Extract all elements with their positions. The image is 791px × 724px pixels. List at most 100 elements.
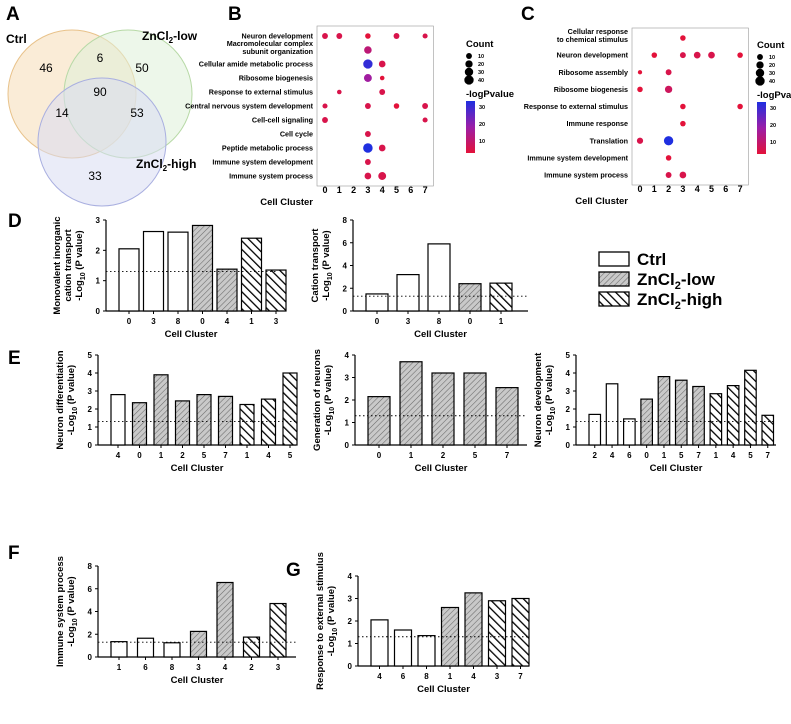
y-tick-label: 4 (348, 572, 353, 581)
bar (110, 641, 128, 658)
y-tick-label: 0 (343, 307, 348, 316)
dotplot-cluster-tick: 0 (322, 185, 327, 195)
dotplot-term-label: Neuron development (242, 32, 314, 41)
bar (605, 383, 619, 446)
x-tick-label: 5 (202, 451, 207, 460)
y-tick-label: 5 (88, 351, 93, 360)
x-tick-label: 2 (441, 451, 446, 460)
venn-count-ctrl-only: 46 (39, 61, 53, 75)
y-tick-label: 0 (345, 441, 350, 450)
x-tick-label: 7 (766, 451, 771, 460)
dotplot-point (322, 33, 328, 39)
dotplot-cluster-tick: 3 (365, 185, 370, 195)
x-tick-label: 1 (159, 451, 164, 460)
dotplot-legend-size-dot (755, 76, 765, 86)
x-tick-label: 1 (249, 317, 254, 326)
bar (393, 629, 413, 667)
dotplot-cluster-tick: 2 (666, 184, 671, 194)
x-tick-label: 1 (245, 451, 250, 460)
dotplot-x-label: Cell Cluster (260, 197, 313, 208)
x-axis-label: Cell Cluster (414, 329, 467, 340)
y-tick-label: 6 (343, 239, 348, 248)
dotplot-legend-size-dot (757, 54, 763, 60)
dotplot-point (364, 172, 372, 180)
dotplot-point (664, 85, 673, 94)
dotplot-term-label: Cellular response (568, 27, 628, 36)
dotplot-term-label: Immune system development (527, 153, 628, 162)
y-axis-label-log: -Log10 (P value) (74, 230, 87, 300)
dotplot-term-label: Peptide metabolic process (222, 144, 313, 153)
bar (191, 224, 214, 312)
x-tick-label: 4 (471, 672, 476, 681)
dotplot-cluster-tick: 3 (680, 184, 685, 194)
dotplot-point (680, 35, 686, 41)
panel-label-b: B (228, 4, 242, 25)
dotplot-legend-size-dot (464, 75, 474, 85)
legend-label-low: ZnCl2-low (637, 270, 716, 292)
bar (417, 635, 436, 667)
bar (463, 372, 487, 446)
x-tick-label: 4 (225, 317, 230, 326)
bar (511, 597, 530, 667)
bar (136, 637, 155, 658)
dotplot-term-label: Response to external stimulus (209, 88, 313, 97)
bar (153, 374, 169, 446)
y-tick-label: 3 (96, 216, 101, 225)
x-tick-label: 6 (143, 663, 148, 672)
dotplot-point (663, 136, 674, 146)
venn-count-low-only: 50 (135, 61, 149, 75)
bar (240, 237, 263, 312)
x-tick-label: 5 (679, 451, 684, 460)
x-tick-label: 0 (375, 317, 380, 326)
bar (674, 379, 688, 446)
dotplot-legend-count-title: Count (466, 39, 494, 50)
x-tick-label: 0 (137, 451, 142, 460)
x-tick-label: 2 (180, 451, 185, 460)
dotplot-point (737, 103, 743, 110)
panel-label-f: F (8, 543, 20, 564)
dotplot-point (679, 171, 687, 179)
y-tick-label: 4 (345, 351, 350, 360)
y-tick-label: 0 (88, 653, 93, 662)
bar-chart-e2: 0 1 2 3 4 0 1 2 5 7 Cell Cluster Generation of neur… (312, 349, 527, 474)
x-tick-label: 6 (401, 672, 406, 681)
bar (163, 642, 181, 658)
bar (118, 248, 140, 312)
x-axis-label: Cell Cluster (650, 463, 703, 474)
dotplot-legend-size-dot (756, 61, 764, 69)
x-tick-label: 8 (170, 663, 175, 672)
dotplot-x-label: Cell Cluster (575, 196, 628, 207)
dotplot-point (337, 89, 342, 95)
bar (640, 398, 654, 446)
dotplot-term-label: Macromolecular complex (227, 39, 313, 48)
dotplot-term-label: Cellular amide metabolic process (199, 60, 313, 69)
dotplot-point (693, 51, 701, 59)
dotplot-term-label: Ribosome assembly (558, 68, 628, 77)
dotplot-legend-size-label: 10 (769, 55, 775, 61)
x-tick-label: 1 (499, 317, 504, 326)
dotplot-cluster-tick: 1 (337, 185, 342, 195)
y-axis-label: Immune system process (55, 556, 66, 667)
dotplot-legend-size-dot (466, 53, 472, 59)
dotplot-point (364, 46, 372, 54)
dotplot-term-label: Ribosome biogenesis (554, 85, 628, 94)
dotplot-term-label: Cell-cell signaling (252, 116, 313, 125)
bar (657, 376, 671, 446)
panel-label-d: D (8, 211, 22, 232)
y-axis-label: Cation transport (310, 228, 321, 303)
y-axis-label: Generation of neurons (312, 349, 323, 451)
venn-high-label: ZnCl2-high (136, 157, 196, 173)
dotplot-point (393, 103, 400, 109)
y-tick-label: 3 (566, 387, 571, 396)
dotplot-point (665, 155, 672, 161)
panel-label-e: E (8, 348, 21, 369)
bar (367, 396, 391, 446)
x-tick-label: 0 (468, 317, 473, 326)
x-tick-label: 2 (593, 451, 598, 460)
y-tick-label: 1 (345, 419, 350, 428)
x-tick-label: 3 (406, 317, 411, 326)
y-axis-label-log: -Log10 (P value) (323, 365, 336, 435)
y-tick-label: 0 (96, 307, 101, 316)
